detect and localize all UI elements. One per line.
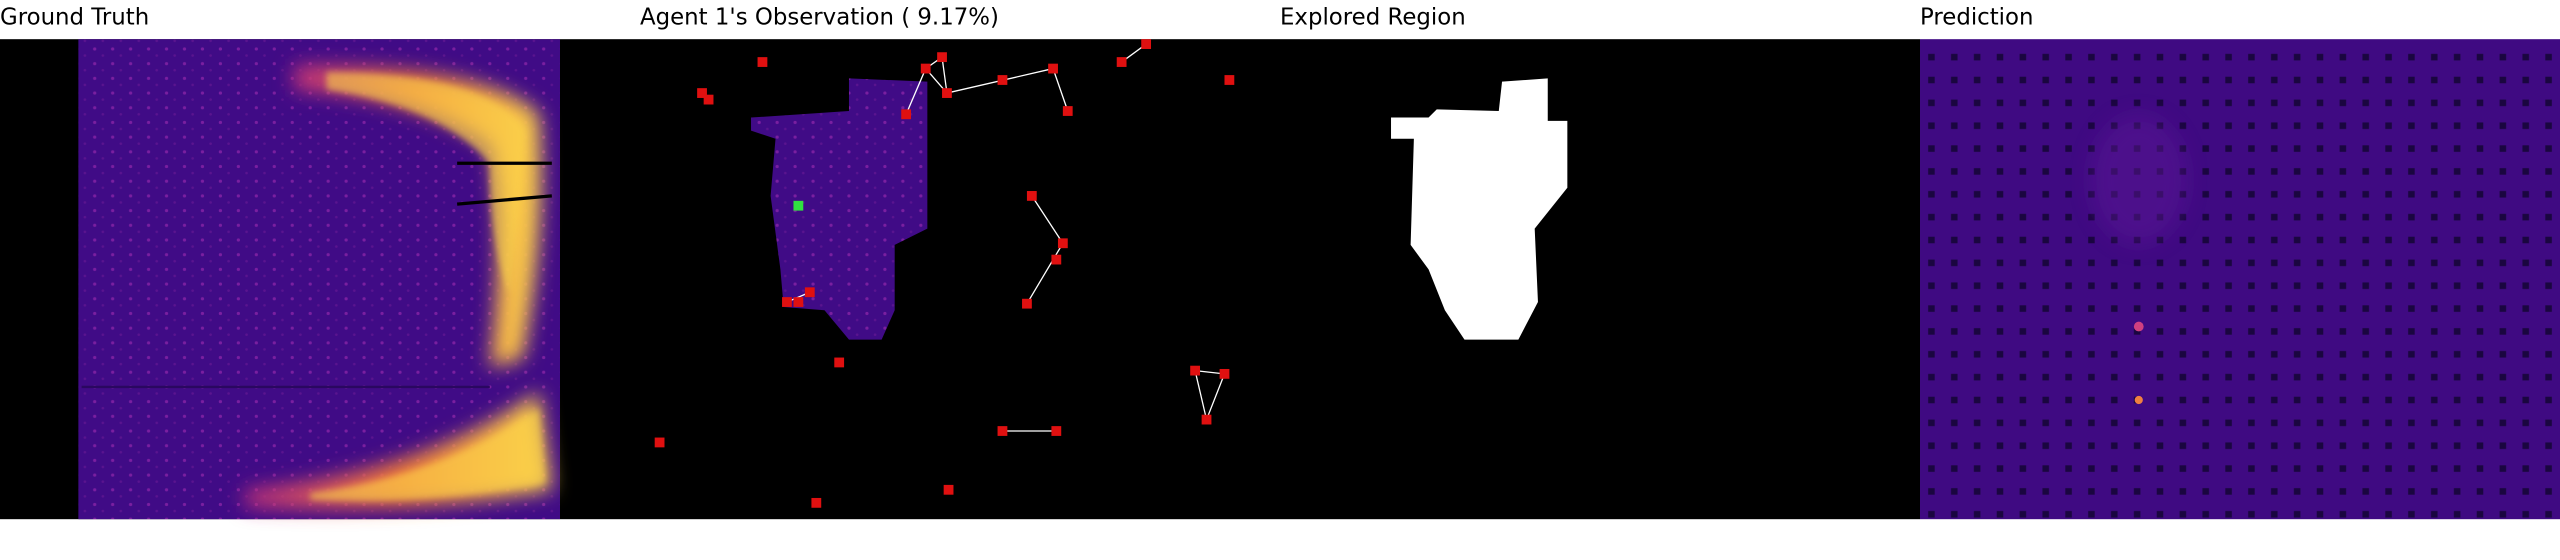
shape [1051, 426, 1062, 436]
shape [997, 426, 1008, 436]
shape [811, 497, 822, 508]
shape [654, 39, 1235, 508]
shape [1026, 191, 1037, 201]
shape [703, 94, 714, 105]
shape [997, 75, 1008, 85]
shape [1224, 75, 1235, 85]
observation [654, 39, 1235, 508]
shape [1219, 368, 1230, 379]
shape [1051, 254, 1062, 265]
shape [793, 200, 804, 211]
shape [834, 357, 845, 368]
panel-title: Agent 1's Observation ( 9.17%) [640, 4, 999, 30]
shape [901, 109, 912, 120]
shape [1190, 365, 1200, 376]
shape [1920, 39, 2560, 520]
shape [1141, 39, 1152, 49]
shape [942, 88, 952, 98]
shape [2089, 114, 2188, 245]
shape [1057, 238, 1068, 249]
shape [457, 194, 552, 206]
shape [1062, 106, 1073, 116]
shape [804, 287, 815, 298]
shape [751, 78, 928, 340]
shape [697, 88, 707, 98]
shape [1048, 63, 1058, 74]
panel-title: Prediction [1920, 4, 2033, 30]
panel-title: Explored Region [1280, 4, 1466, 30]
shape [757, 57, 768, 67]
shape [782, 297, 792, 307]
panel-title: Ground Truth [0, 4, 149, 30]
shape [920, 63, 931, 74]
shape [654, 437, 665, 448]
shape [937, 52, 947, 63]
explored-mask [1391, 78, 1568, 340]
shape [2134, 395, 2143, 405]
shape [2133, 321, 2144, 332]
shape [943, 484, 954, 495]
shape [310, 408, 546, 502]
shape [293, 65, 541, 368]
shape [1201, 414, 1212, 425]
shape [1116, 57, 1127, 67]
prediction-heatmap [1920, 39, 2560, 520]
shape [326, 71, 526, 294]
shape [1194, 369, 1226, 422]
shape [1022, 298, 1032, 309]
shape [793, 297, 804, 307]
ground-truth-heatmap [78, 39, 561, 520]
